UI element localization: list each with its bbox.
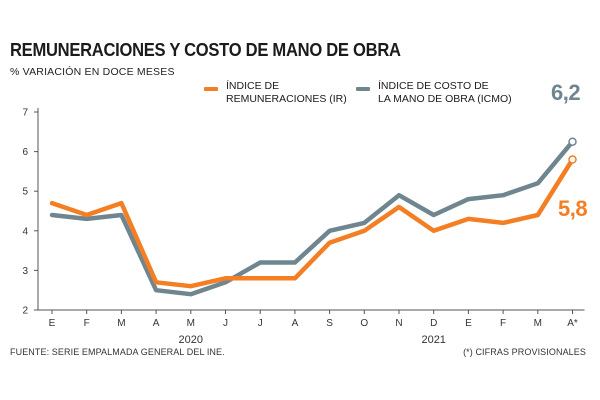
legend-label-icmo-line1: ÍNDICE DE COSTO DE bbox=[378, 80, 489, 92]
x-tick-label: A* bbox=[567, 318, 578, 329]
year-label: 2021 bbox=[421, 334, 445, 346]
x-tick-label: A bbox=[153, 318, 160, 329]
x-tick-label: F bbox=[84, 318, 90, 329]
ir-last-point bbox=[568, 155, 577, 164]
x-tick-label: N bbox=[395, 318, 402, 329]
icmo-last-point bbox=[568, 137, 577, 146]
legend-label-ir: ÍNDICE DE REMUNERACIONES (IR) bbox=[226, 80, 376, 106]
x-tick-label: M bbox=[117, 318, 125, 329]
legend-label-icmo: ÍNDICE DE COSTO DE LA MANO DE OBRA (ICMO… bbox=[378, 80, 528, 106]
y-tick-label: 7 bbox=[22, 108, 28, 119]
icmo-last-value-label: 6,2 bbox=[551, 80, 581, 105]
x-tick-label: D bbox=[430, 318, 437, 329]
x-tick-label: J bbox=[258, 318, 263, 329]
chart-title: REMUNERACIONES Y COSTO DE MANO DE OBRA bbox=[10, 40, 401, 60]
icmo-series-line bbox=[49, 139, 575, 297]
y-tick-label: 2 bbox=[22, 306, 28, 317]
legend-swatch-ir bbox=[204, 87, 218, 91]
x-tick-label: M bbox=[187, 318, 195, 329]
legend-ir: ÍNDICE DE REMUNERACIONES (IR) bbox=[204, 80, 376, 106]
y-tick-label: 6 bbox=[22, 147, 28, 158]
x-tick-label: J bbox=[223, 318, 228, 329]
x-tick-label: F bbox=[500, 318, 506, 329]
ir-last-value-label: 5,8 bbox=[558, 196, 588, 221]
source-note: FUENTE: SERIE EMPALMADA GENERAL DEL INE. bbox=[10, 347, 225, 357]
legend-swatch-icmo bbox=[356, 87, 370, 91]
x-tick-label: A bbox=[292, 318, 299, 329]
y-tick-label: 4 bbox=[22, 226, 28, 237]
ir-series-line bbox=[49, 157, 575, 289]
legend-icmo: ÍNDICE DE COSTO DE LA MANO DE OBRA (ICMO… bbox=[356, 80, 528, 106]
x-tick-label: O bbox=[360, 318, 368, 329]
y-axis-label: % VARIACIÓN EN DOCE MESES bbox=[10, 66, 175, 78]
x-tick-label: M bbox=[534, 318, 542, 329]
legend-label-ir-line1: ÍNDICE DE bbox=[226, 80, 280, 92]
x-tick-label: S bbox=[326, 318, 333, 329]
year-label: 2020 bbox=[179, 334, 203, 346]
y-tick-label: 3 bbox=[22, 266, 28, 277]
provisional-note: (*) CIFRAS PROVISIONALES bbox=[463, 347, 586, 357]
legend-label-icmo-line2: LA MANO DE OBRA (ICMO) bbox=[378, 93, 512, 105]
legend-label-ir-line2: REMUNERACIONES (IR) bbox=[226, 93, 347, 105]
x-tick-label: E bbox=[465, 318, 472, 329]
x-tick-label: E bbox=[49, 318, 56, 329]
y-tick-label: 5 bbox=[22, 187, 28, 198]
